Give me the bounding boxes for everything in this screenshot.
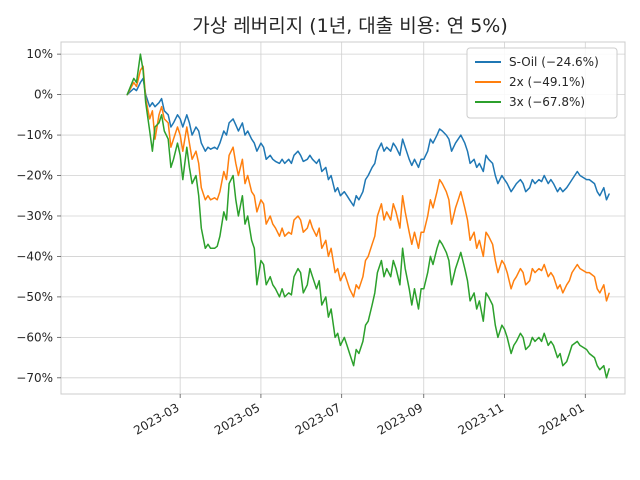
- legend-label-2: 3x (−67.8%): [509, 95, 585, 109]
- legend-label-1: 2x (−49.1%): [509, 75, 585, 89]
- series-line-2: [126, 53, 610, 379]
- y-tick-label: 0%: [34, 88, 53, 102]
- y-tick-label: −50%: [16, 290, 53, 304]
- axes-frame: [60, 41, 626, 395]
- legend-box: [466, 47, 618, 119]
- chart-legend: S-Oil (−24.6%) 2x (−49.1%) 3x (−67.8%): [466, 47, 618, 119]
- y-tick-label: −60%: [16, 330, 53, 344]
- series-layer: [126, 53, 610, 379]
- series-line-0: [126, 77, 610, 207]
- series-line-1: [126, 65, 610, 302]
- y-tick-label: −20%: [16, 169, 53, 183]
- chart-title: 가상 레버리지 (1년, 대출 비용: 연 5%): [192, 15, 508, 37]
- y-tick-label: 10%: [26, 47, 53, 61]
- y-tick-label: −30%: [16, 209, 53, 223]
- plot-area: [60, 41, 626, 395]
- y-tick-label: −70%: [16, 371, 53, 385]
- legend-label-0: S-Oil (−24.6%): [509, 55, 599, 69]
- y-axis: 10% 0% −10% −20% −30% −40% −50% −60% −70%: [16, 47, 61, 385]
- y-tick-label: −40%: [16, 249, 53, 263]
- y-tick-label: −10%: [16, 128, 53, 142]
